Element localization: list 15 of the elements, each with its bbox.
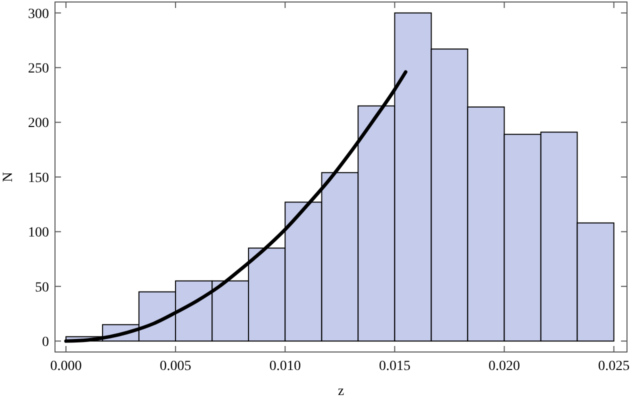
x-tick-label: 0.015 [378, 359, 410, 374]
y-tick-label: 300 [28, 6, 49, 22]
y-tick-label: 200 [28, 116, 49, 132]
y-axis-title: N [1, 172, 16, 182]
y-tick-label: 50 [35, 280, 49, 296]
y-tick-label: 100 [28, 226, 49, 241]
x-tick-label: 0.000 [50, 359, 82, 374]
x-tick-label: 0.010 [269, 359, 301, 374]
y-tick-label: 150 [28, 170, 49, 186]
x-tick-label: 0.020 [488, 359, 520, 374]
y-tick-label: 0 [42, 334, 49, 350]
x-axis-title: z [338, 384, 344, 399]
y-tick-label: 250 [28, 62, 49, 77]
x-tick-label: 0.025 [598, 359, 630, 374]
x-tick-label: 0.005 [160, 359, 192, 374]
